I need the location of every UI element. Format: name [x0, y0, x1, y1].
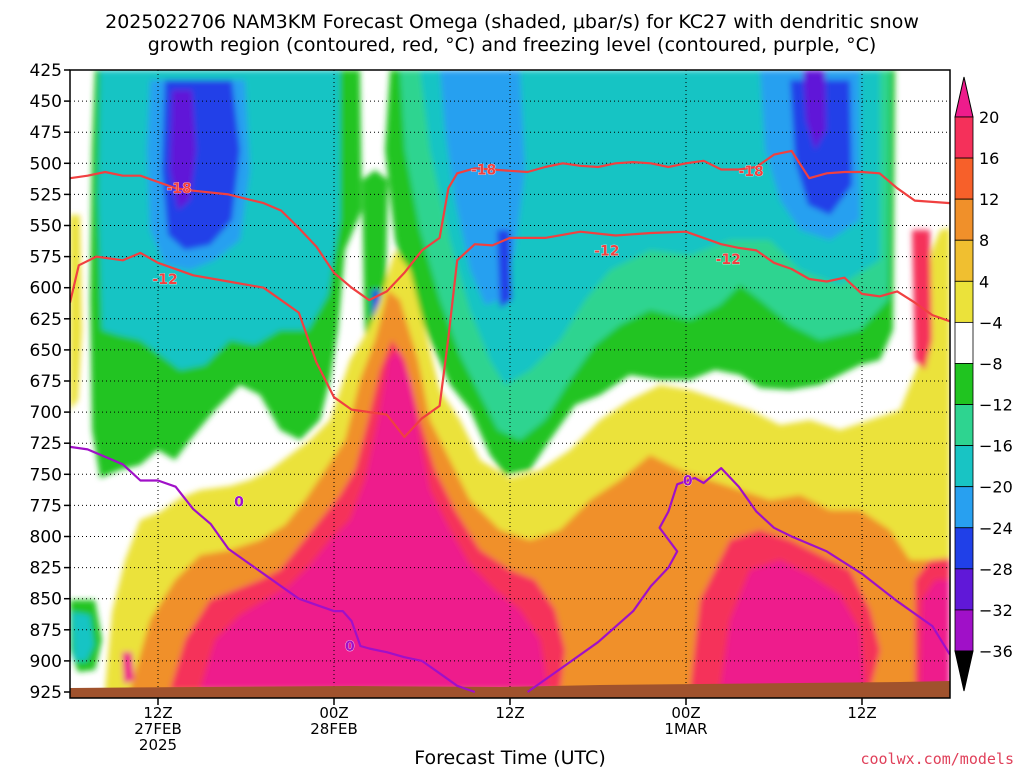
y-tick-label: 875	[30, 621, 62, 641]
descent-region-leftedge-yellow	[70, 215, 82, 410]
y-tick-label: 675	[30, 372, 62, 392]
contour-label: -18	[166, 181, 191, 197]
y-tick-label: 775	[30, 496, 62, 516]
x-tick-label: 28FEB	[310, 720, 357, 738]
contour-label: 0	[234, 495, 244, 511]
descent-region-blue-streak	[497, 230, 512, 308]
colorbar-label: −16	[979, 437, 1013, 456]
ascent-region-main-magenta	[200, 350, 950, 690]
colorbar-band	[954, 116, 974, 159]
x-tick-label: 12Z	[495, 704, 524, 722]
colorbar-band	[954, 445, 974, 488]
colorbar-band	[954, 568, 974, 611]
colorbar-label: −24	[979, 519, 1013, 538]
colorbar-bottom-arrow	[954, 650, 974, 692]
x-axis-title: Forecast Time (UTC)	[414, 747, 605, 768]
colorbar-band	[954, 239, 974, 282]
y-tick-label: 850	[30, 590, 62, 610]
contour-label: 0	[345, 639, 355, 655]
contour-line	[526, 467, 950, 693]
colorbar-band	[954, 321, 974, 364]
colorbar-band	[954, 527, 974, 570]
descent-region-right-darkblue	[790, 80, 852, 215]
omega-shading: -18 -18 -18 -12 -12 -12 0 0 0	[70, 70, 950, 698]
ascent-region-rightedge-streak	[912, 230, 932, 370]
x-tick-label: 12Z	[847, 704, 876, 722]
y-tick-label: 475	[30, 123, 62, 143]
colorbar-label: −28	[979, 560, 1013, 579]
descent-region-left-purple	[170, 90, 196, 210]
x-tick-label: 12Z	[143, 704, 172, 722]
y-tick-label: 925	[30, 683, 62, 703]
colorbar-label: −12	[979, 396, 1013, 415]
colorbar-band	[954, 404, 974, 447]
contour-label: -12	[594, 243, 619, 259]
colorbar: 20 16 12 8 4 −4 −8 −12 −16 −20 −24 −28 −32 −36	[954, 76, 1013, 692]
ascent-region-smallpeak	[122, 652, 134, 684]
descent-region-right-purple	[803, 70, 826, 150]
colorbar-band	[954, 363, 974, 405]
contour-label: 0	[683, 474, 693, 490]
y-tick-label: 575	[30, 248, 62, 268]
y-tick-label: 500	[30, 154, 62, 174]
x-tick-label: 2025	[139, 736, 177, 754]
colorbar-label: 16	[979, 149, 999, 168]
y-tick-label: 625	[30, 310, 62, 330]
terrain-ground	[70, 681, 950, 698]
colorbar-label: 20	[979, 108, 999, 127]
x-tick-label: 00Z	[671, 704, 700, 722]
y-tick-label: 825	[30, 559, 62, 579]
contour-line	[70, 149, 950, 302]
colorbar-band	[954, 280, 974, 323]
contour-label: -12	[716, 252, 741, 268]
contour-line	[70, 445, 476, 694]
y-tick-label: 650	[30, 341, 62, 361]
colorbar-label: 8	[979, 231, 989, 250]
colorbar-label: −20	[979, 478, 1013, 497]
contour-lines: -18 -18 -18 -12 -12 -12 0 0 0	[70, 149, 950, 694]
colorbar-label: 4	[979, 272, 989, 291]
y-tick-label: 750	[30, 465, 62, 485]
x-tick-label: 00Z	[319, 704, 348, 722]
y-tick-label: 725	[30, 434, 62, 454]
chart-title-line2: growth region (contoured, red, °C) and f…	[148, 34, 877, 56]
colorbar-label: −32	[979, 601, 1013, 620]
y-tick-label: 550	[30, 217, 62, 237]
contour-line	[70, 230, 950, 439]
y-tick-label: 600	[30, 279, 62, 299]
x-tick-label: 1MAR	[664, 720, 707, 738]
descent-region-lowleft-teal	[72, 612, 94, 662]
colorbar-band	[954, 486, 974, 529]
colorbar-band	[954, 157, 974, 200]
y-tick-label: 900	[30, 652, 62, 672]
chart-title-line1: 2025022706 NAM3KM Forecast Omega (shaded…	[105, 11, 919, 33]
colorbar-label: 12	[979, 190, 999, 209]
credit-text: coolwx.com/models	[860, 750, 1014, 768]
contour-label: -12	[152, 272, 177, 288]
y-tick-label: 525	[30, 185, 62, 205]
x-tick-label: 27FEB	[134, 720, 181, 738]
colorbar-label: −8	[979, 354, 1003, 373]
colorbar-top-arrow	[954, 76, 974, 118]
y-axis: 425 450 475 500 525 550 575 600 625 650 675 700 725 7…	[30, 61, 70, 703]
contour-label: -18	[738, 164, 763, 180]
colorbar-band	[954, 198, 974, 241]
y-tick-label: 700	[30, 403, 62, 423]
colorbar-label: −36	[979, 642, 1013, 661]
contour-label: -18	[471, 163, 496, 179]
y-tick-label: 425	[30, 61, 62, 81]
y-tick-label: 450	[30, 92, 62, 112]
plot-grid	[70, 70, 950, 692]
y-tick-label: 800	[30, 528, 62, 548]
colorbar-label: −4	[979, 313, 1003, 332]
colorbar-band	[954, 609, 974, 652]
